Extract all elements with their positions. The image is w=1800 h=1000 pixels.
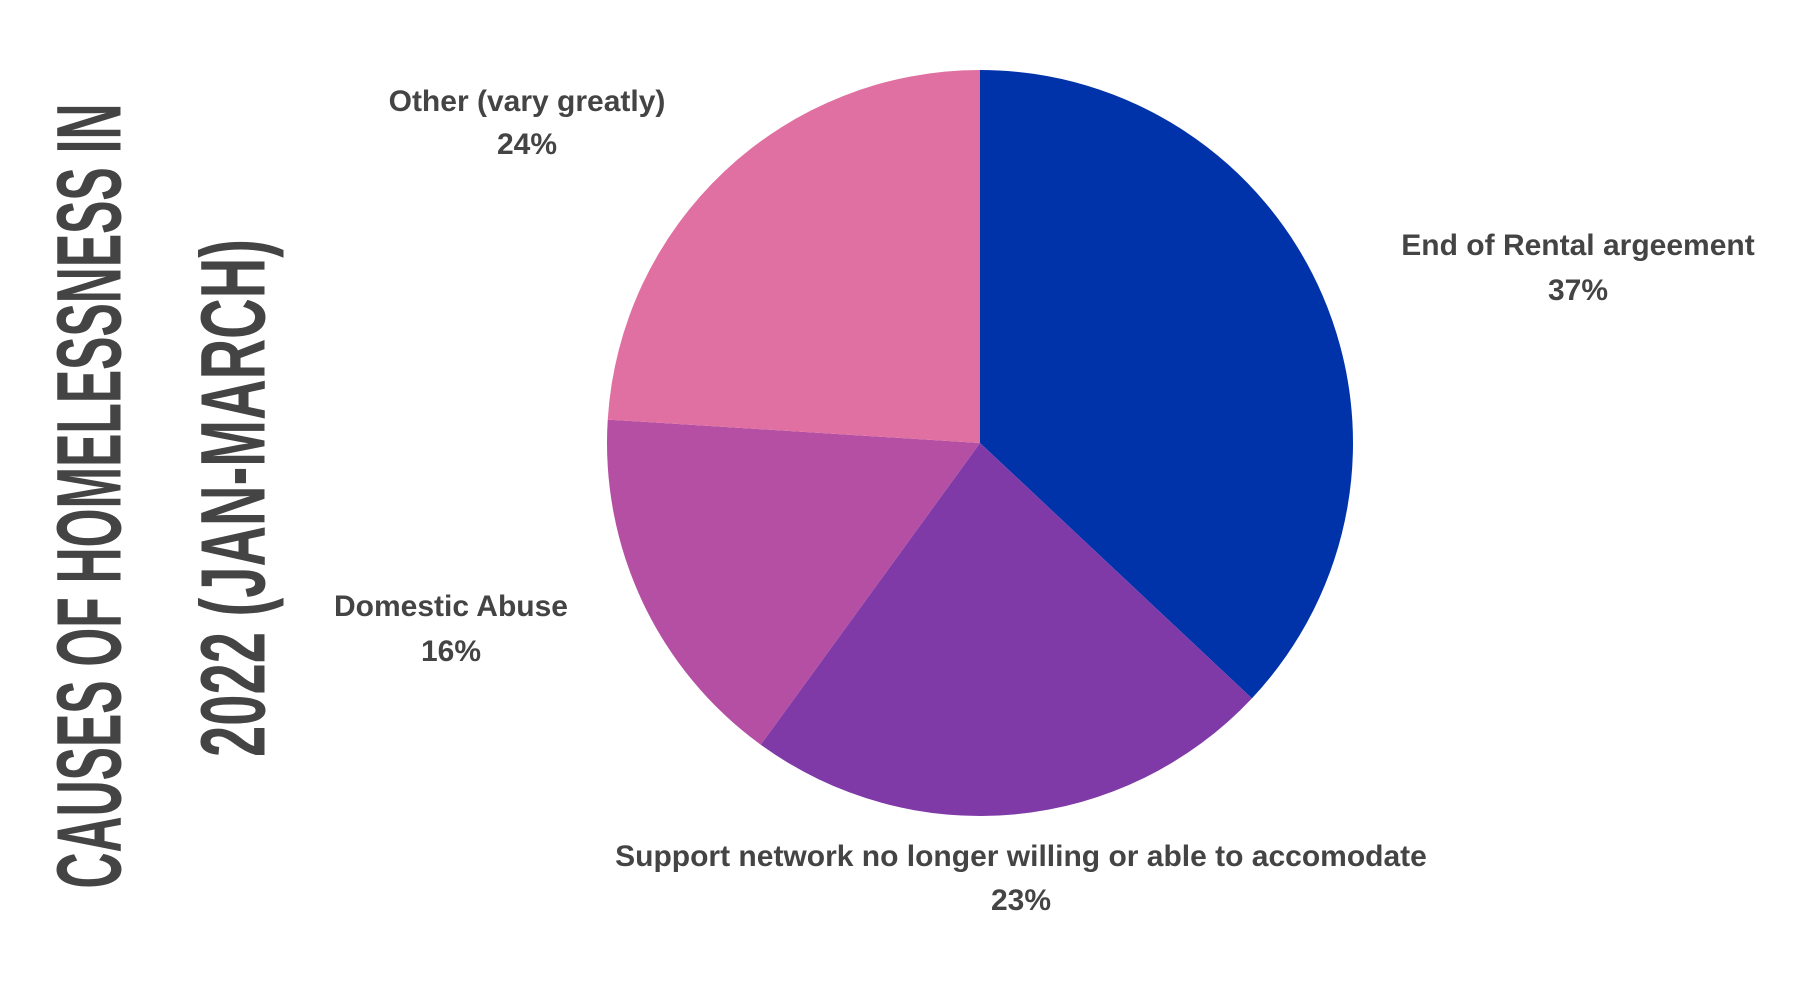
pie-slice [980, 70, 1353, 699]
pie-slice [607, 419, 980, 745]
chart-title: 2022 (JAN-MARCH) [182, 239, 284, 757]
slice-label: End of Rental argeement [1401, 229, 1754, 262]
slice-label: Other (vary greatly) [389, 85, 666, 118]
value-label: 16% [421, 635, 481, 668]
slice-label: Domestic Abuse [334, 590, 568, 623]
value-label: 23% [991, 884, 1051, 917]
value-label: 37% [1548, 274, 1608, 307]
value-label: 24% [497, 128, 557, 161]
slice-label: Support network no longer willing or abl… [615, 840, 1427, 873]
chart-title: CAUSES OF HOMELESSNESS IN [38, 104, 140, 889]
pie-slice [760, 443, 1252, 816]
pie-slice [607, 70, 980, 443]
